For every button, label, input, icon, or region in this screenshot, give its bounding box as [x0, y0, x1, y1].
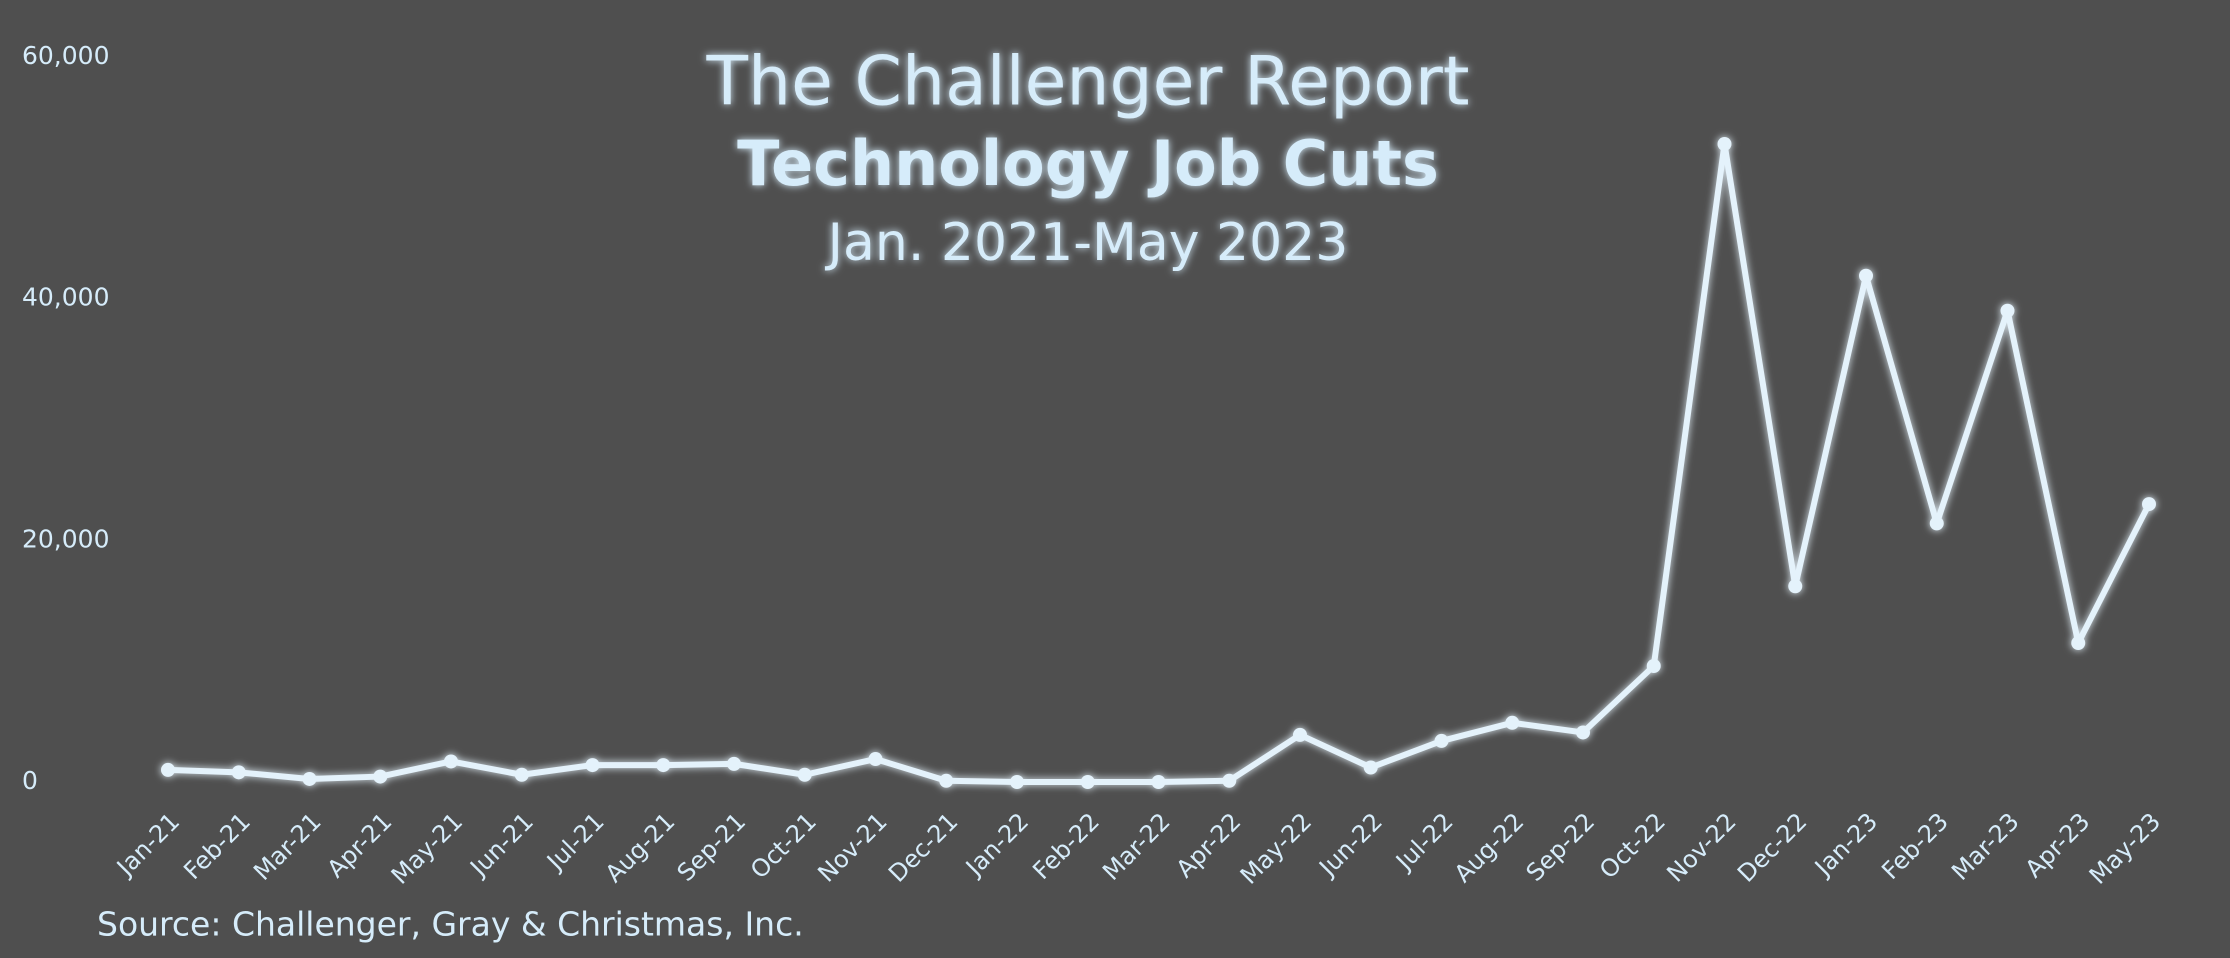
y-tick-label: 40,000	[22, 283, 109, 312]
marker	[1010, 775, 1024, 789]
marker	[161, 762, 175, 777]
marker	[1717, 137, 1732, 151]
y-tick-label: 0	[22, 766, 38, 795]
chart-title: The Challenger Report	[705, 43, 1469, 122]
marker	[727, 756, 741, 771]
marker	[1151, 775, 1166, 789]
marker	[1646, 659, 1661, 673]
marker	[514, 767, 529, 782]
marker	[797, 767, 812, 782]
marker	[1434, 733, 1449, 748]
marker	[1788, 579, 1803, 594]
marker	[2142, 497, 2156, 512]
marker	[2000, 303, 2015, 318]
marker	[444, 754, 458, 769]
marker	[2071, 636, 2086, 651]
marker	[231, 765, 246, 780]
marker	[1293, 727, 1307, 742]
marker	[868, 752, 883, 767]
marker	[1222, 773, 1237, 788]
marker	[656, 758, 671, 773]
marker	[302, 771, 317, 786]
marker	[1505, 715, 1520, 730]
marker	[1929, 516, 1944, 531]
y-tick-label: 60,000	[22, 41, 109, 70]
marker	[585, 758, 600, 773]
source-note: Source: Challenger, Gray & Christmas, In…	[97, 905, 804, 944]
chart-subtitle: Technology Job Cuts	[737, 127, 1439, 200]
marker	[373, 769, 388, 784]
marker	[1363, 760, 1378, 775]
y-tick-label: 20,000	[22, 524, 109, 553]
marker	[939, 773, 954, 788]
marker	[1080, 775, 1095, 789]
date-range: Jan. 2021-May 2023	[825, 213, 1349, 273]
marker	[1859, 268, 1873, 283]
marker	[1576, 725, 1590, 740]
series	[161, 137, 2156, 789]
